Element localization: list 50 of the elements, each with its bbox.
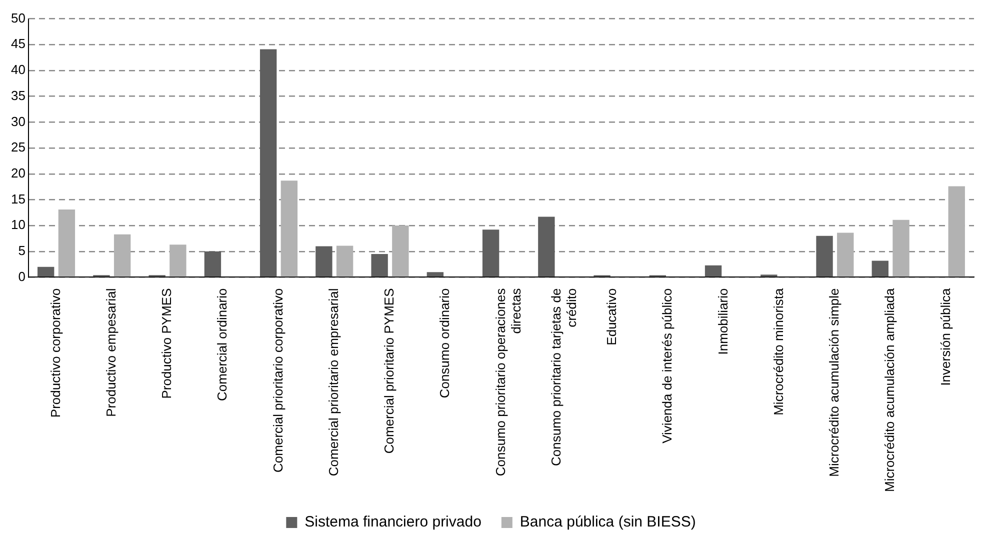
y-tick-label: 10 (10, 217, 26, 232)
y-tick-label: 25 (10, 140, 26, 155)
bar (482, 230, 500, 277)
legend-label: Sistema financiero privado (304, 514, 482, 531)
bar (538, 216, 555, 277)
y-tick-label: 50 (10, 10, 26, 26)
bar (704, 265, 722, 277)
y-tick-label: 20 (10, 165, 26, 180)
x-tick-label: Consumo ordinario (437, 288, 452, 398)
bar (170, 244, 186, 277)
bar (58, 210, 76, 277)
bar (892, 220, 910, 277)
bar (38, 266, 54, 277)
y-tick-label: 40 (10, 62, 26, 78)
bar (392, 226, 409, 277)
x-tick-label: Consumo prioritario tarjetas de crédito (548, 288, 580, 466)
bar (204, 251, 222, 277)
bar (948, 186, 965, 277)
y-tick-label: 35 (10, 88, 26, 103)
x-tick-label: Comercial ordinario (214, 288, 230, 401)
bar (426, 272, 444, 277)
bar (280, 180, 298, 277)
bar (872, 260, 888, 277)
bar (371, 254, 388, 277)
x-tick-label: Productivo empesarial (103, 288, 118, 417)
y-tick-label: 5 (18, 242, 26, 258)
x-tick-label: Consumo prioritario operaciones directas (492, 288, 524, 476)
y-tick-label: 0 (18, 268, 26, 284)
y-tick-label: 45 (10, 36, 26, 52)
bar (260, 49, 277, 277)
x-tick-label: Microcrédito minorista (770, 287, 786, 416)
x-tick-label: Vivienda de interés público (660, 288, 675, 444)
bar (316, 246, 332, 277)
x-tick-label: Comercial prioritario PYMES (382, 288, 397, 454)
x-tick-label: Productivo PYMES (159, 288, 174, 399)
bar (816, 236, 833, 277)
x-tick-label: Productivo corporativo (48, 288, 63, 418)
y-tick-label: 30 (10, 114, 26, 129)
legend-label: Banca pública (sin BIESS) (520, 514, 696, 531)
x-tick-label: Comercial prioritario empresarial (326, 288, 341, 476)
bar (837, 232, 854, 277)
bar (336, 246, 354, 277)
x-tick-label: Comercial prioritario corporativo (270, 288, 286, 472)
bar (114, 234, 131, 277)
x-tick-label: Inversión pública (938, 287, 953, 386)
x-tick-label: Inmobiliario (715, 288, 730, 355)
x-tick-label: Microcrédito acumulación ampliada (882, 287, 898, 492)
x-tick-label: Educativo (604, 288, 620, 346)
y-tick-label: 15 (10, 191, 26, 206)
x-tick-label: Microcrédito acumulación simple (826, 288, 842, 477)
